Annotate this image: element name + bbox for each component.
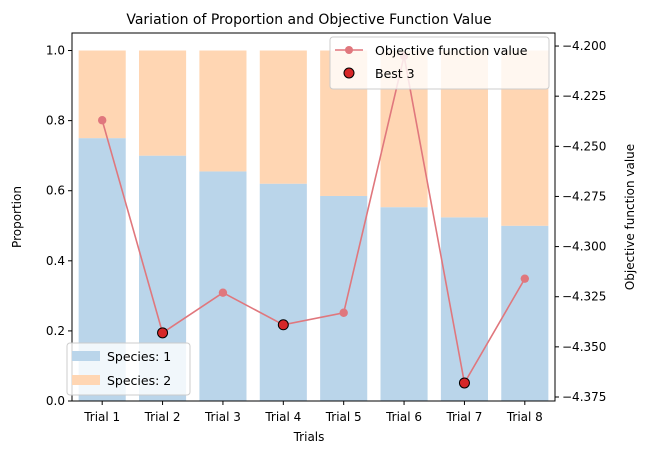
y2-tick-label: −4.250 [562,139,606,153]
legend-line: Objective function value Best 3 [329,36,550,90]
x-axis: Trial 1 Trial 2 Trial 3 Trial 4 Trial 5 Trial… [83,401,543,424]
y-axis-label: Proportion [10,186,24,248]
bar-species-2 [78,50,126,139]
best-point [157,327,169,339]
y-tick-label: 0.0 [46,394,65,408]
legend-box [329,36,550,90]
legend-best-marker [343,67,355,79]
legend-swatch-species-2 [72,375,100,385]
objective-point [339,308,348,317]
bar-species-2 [199,50,247,172]
y-axis-left: 0.0 0.2 0.4 0.6 0.8 1.0 [46,44,72,408]
y-tick-label: 0.4 [46,254,65,268]
bar-species-2 [259,50,307,184]
legend-line-marker [345,46,353,54]
y2-tick-label: −4.325 [562,290,606,304]
x-tick-label: Trial 3 [204,410,241,424]
best-point [277,319,289,331]
bars-layer [78,50,549,401]
y-tick-label: 1.0 [46,44,65,58]
y-axis-right: −4.375 −4.350 −4.325 −4.300 −4.275 −4.250 −4.2… [555,39,606,404]
y2-tick-label: −4.225 [562,89,606,103]
bar-species-2 [139,50,187,156]
y2-tick-label: −4.300 [562,240,606,254]
bar-species-1 [199,171,247,401]
y2-tick-label: −4.375 [562,390,606,404]
x-tick-label: Trial 1 [83,410,120,424]
plot-frame [71,32,556,402]
x-tick-label: Trial 7 [445,410,482,424]
y2-axis-label: Objective function value [623,144,637,290]
bar-species-1 [259,183,307,401]
bar-species-1 [380,207,428,401]
x-tick-label: Trial 6 [385,410,422,424]
legend-bars: Species: 1 Species: 2 [66,342,191,396]
y-tick-label: 0.2 [46,324,65,338]
bar-species-1 [320,195,368,401]
legend-label-species-2: Species: 2 [107,373,171,388]
bar-species-1 [501,225,549,401]
objective-line [101,55,526,386]
legend-label-species-1: Species: 1 [107,349,171,364]
objective-point [97,116,107,125]
y2-tick-label: −4.350 [562,340,606,354]
legend-label-best: Best 3 [375,66,415,81]
x-tick-label: Trial 5 [325,410,362,424]
legend-label-objective: Objective function value [375,43,528,58]
bar-species-1 [440,217,488,401]
x-tick-label: Trial 8 [506,410,543,424]
line-layer [97,51,530,389]
y2-tick-label: −4.275 [562,189,606,203]
legend-swatch-species-1 [72,351,100,361]
objective-point [218,288,228,297]
best-point [458,377,470,389]
x-axis-label: Trials [293,430,325,444]
y-tick-label: 0.6 [46,184,65,198]
x-tick-label: Trial 4 [264,410,301,424]
y-tick-label: 0.8 [46,114,65,128]
y2-tick-label: −4.200 [562,39,606,53]
chart-title: Variation of Proportion and Objective Fu… [126,12,491,28]
x-tick-label: Trial 2 [144,410,181,424]
objective-point [520,274,530,283]
